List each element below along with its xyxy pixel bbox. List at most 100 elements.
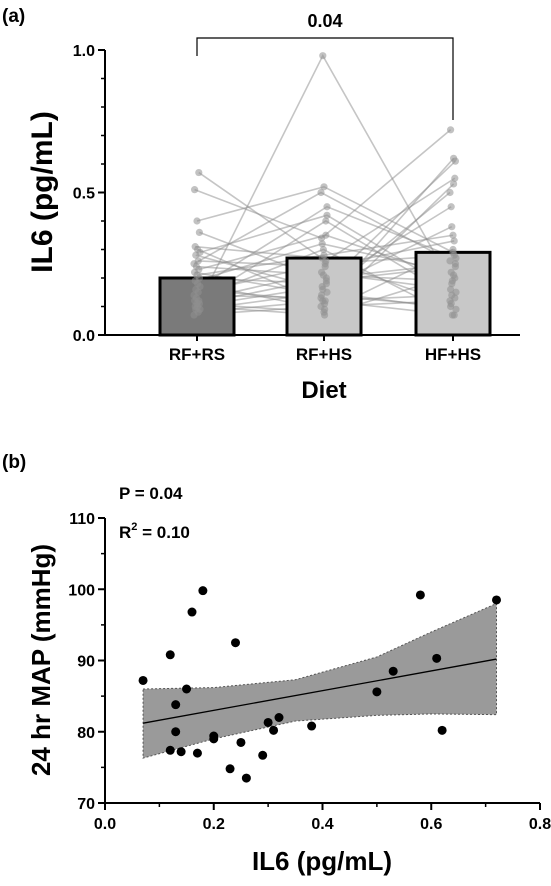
scatter-point [437,725,447,735]
paired-point [449,231,457,239]
paired-point [449,248,457,256]
y-tick-label-b: 100 [68,582,95,599]
panel-b-label: (b) [2,452,26,473]
x-tick-label-a: HF+HS [425,345,481,364]
paired-point [194,257,202,265]
paired-point [448,311,456,319]
scatter-point [236,737,246,747]
x-tick-label-b: 0.4 [311,816,333,833]
scatter-point [192,748,202,758]
paired-point [318,240,326,248]
paired-point [191,243,199,251]
paired-point [321,300,329,308]
paired-point [319,52,327,60]
paired-point [448,223,456,231]
paired-point [447,285,455,293]
y-axis-label-a: IL6 (pg/mL) [26,111,59,273]
scatter-point [176,747,186,757]
x-tick-label-b: 0.6 [420,816,442,833]
x-tick-label-b: 0.0 [94,816,116,833]
paired-point [323,203,331,211]
confidence-band [142,602,497,759]
x-axis-label-b: IL6 (pg/mL) [252,846,392,876]
paired-point [321,263,329,271]
paired-point [322,217,330,225]
scatter-point [372,687,382,697]
scatter-point [198,586,208,596]
panel-a-bar-chart: 0.0 0.5 1.0 RF+RS RF+HS HF+HS 0.04 IL6 (pg/mL… [26,11,520,404]
paired-point [318,234,326,242]
paired-point [447,203,455,211]
paired-point [450,180,458,188]
y-tick-label-a: 0.0 [73,328,95,345]
paired-point [320,183,328,191]
paired-point [322,257,330,265]
r-squared-text: R2 = 0.10 [119,521,190,542]
y-tick-label-b: 70 [77,796,95,813]
paired-point [319,285,327,293]
paired-point [319,271,327,279]
paired-point [317,188,325,197]
paired-point [447,268,455,276]
y-tick-label-b: 90 [77,654,95,671]
paired-point [195,228,203,236]
p-value-text: P = 0.04 [119,484,183,503]
paired-point [323,211,331,219]
paired-point [446,188,454,197]
x-tick-label-b: 0.2 [203,816,225,833]
x-tick-label-a: RF+HS [296,345,352,364]
significance-bracket: 0.04 [196,11,454,120]
ci-band [142,602,497,759]
paired-point [448,277,456,285]
fit-line [142,658,497,724]
paired-point [451,174,459,182]
scatter-point [209,731,219,741]
paired-point [195,168,203,177]
scatter-point [171,727,181,737]
scatter-point [492,595,501,605]
panel-b-scatter: 70 80 90 100 110 0.0 0.2 0.4 0.6 0.8 P = 0.04 R2 … [26,484,551,876]
scatter-point [187,607,197,617]
x-tick-label-a: RF+RS [169,345,225,364]
scatter-point [138,675,148,685]
scatter-point [269,725,279,735]
paired-point [318,291,326,299]
scatter-point [274,713,284,722]
paired-point [450,154,458,162]
scatter-point [307,721,317,731]
scatter-point [165,650,175,660]
y-tick-label-b: 110 [69,511,95,528]
regression-line [142,658,497,724]
paired-point [450,237,458,245]
scatter-point [432,653,442,663]
paired-point [319,245,327,254]
paired-point [191,186,199,194]
r2-value: = 0.10 [137,523,189,542]
scatter-point [171,700,181,710]
paired-dots-group [190,52,460,319]
scatter-point [263,717,273,727]
axes-b: 70 80 90 100 110 0.0 0.2 0.4 0.6 0.8 [68,511,551,833]
x-tick-label-b: 0.8 [529,816,551,833]
bracket-line [196,37,454,120]
y-tick-label-b: 80 [77,725,95,742]
scatter-points-group [138,586,501,783]
scatter-point [165,745,175,755]
scatter-point [231,638,240,648]
r2-label: R [119,523,131,542]
y-tick-label-a: 1.0 [73,43,95,60]
panel-a-label: (a) [2,6,25,27]
scatter-point [182,684,192,694]
paired-point [446,257,454,265]
scatter-point [415,590,425,600]
axes-a: 0.0 0.5 1.0 RF+RS RF+HS HF+HS [73,43,520,364]
y-tick-label-a: 0.5 [73,186,95,203]
paired-point [322,277,330,285]
paired-point [452,288,460,296]
paired-point [447,126,455,134]
paired-point [452,305,460,313]
y-axis-label-b: 24 hr MAP (mmHg) [26,544,56,776]
paired-point [321,305,329,313]
scatter-point [225,764,235,774]
